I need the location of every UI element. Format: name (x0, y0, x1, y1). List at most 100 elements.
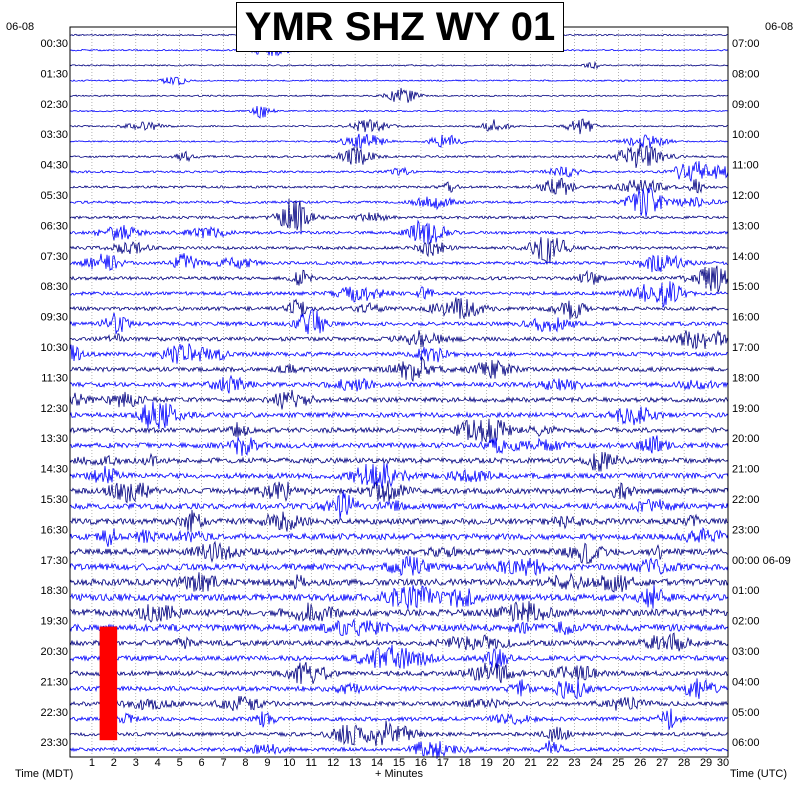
right-time-label: 20:00 (732, 433, 760, 445)
left-time-label: 22:30 (40, 707, 68, 719)
x-tick-label: 25 (612, 757, 624, 769)
plot-frame (69, 26, 729, 758)
left-time-label: 17:30 (40, 555, 68, 567)
right-date-label: 06-08 (765, 21, 793, 33)
x-tick-label: 4 (155, 757, 161, 769)
left-time-label: 08:30 (40, 281, 68, 293)
trace-line (69, 418, 729, 444)
x-tick-label: 30 (717, 757, 729, 769)
trace-line (69, 198, 729, 232)
left-date-label: 06-08 (6, 21, 34, 33)
right-time-label: 04:00 (732, 676, 760, 688)
x-tick-label: 26 (634, 757, 646, 769)
x-tick-label: 9 (264, 757, 270, 769)
x-tick-label: 28 (678, 757, 690, 769)
left-time-label: 04:30 (40, 160, 68, 172)
x-tick-label: 18 (459, 757, 471, 769)
left-time-label: 16:30 (40, 524, 68, 536)
x-tick-label: 16 (415, 757, 427, 769)
x-tick-label: 10 (283, 757, 295, 769)
right-time-label: 22:00 (732, 494, 760, 506)
trace-line (69, 253, 729, 273)
left-time-label: 00:30 (40, 38, 68, 50)
x-tick-label: 15 (393, 757, 405, 769)
trace-line (69, 297, 729, 320)
x-tick-label: 5 (177, 757, 183, 769)
trace-line (69, 451, 729, 472)
right-time-label: 15:00 (732, 281, 760, 293)
left-time-labels: 00:30 01:30 02:30 03:30 04:30 05:30 06:30 07:30… (40, 38, 68, 749)
left-time-label: 13:30 (40, 433, 68, 445)
x-tick-label: 23 (568, 757, 580, 769)
x-axis-label: + Minutes (375, 768, 423, 780)
right-time-label: 13:00 (732, 220, 760, 232)
x-tick-label: 20 (503, 757, 515, 769)
right-time-label: 01:00 (732, 585, 760, 597)
left-time-label: 07:30 (40, 251, 68, 263)
trace-line (69, 555, 729, 577)
left-time-label: 06:30 (40, 220, 68, 232)
minute-gridlines (91, 27, 707, 757)
left-time-label: 19:30 (40, 616, 68, 628)
x-tick-label: 21 (524, 757, 536, 769)
trace-line (69, 177, 729, 195)
right-time-label: 02:00 (732, 616, 760, 628)
left-time-label: 12:30 (40, 403, 68, 415)
right-time-label: 23:00 (732, 524, 760, 536)
right-time-label: 03:00 (732, 646, 760, 658)
x-tick-label: 14 (371, 757, 383, 769)
left-time-label: 23:30 (40, 737, 68, 749)
trace-line (69, 143, 729, 168)
right-time-label: 19:00 (732, 403, 760, 415)
x-tick-label: 13 (349, 757, 361, 769)
title-box: YMR SHZ WY 01 (236, 2, 564, 52)
x-tick-label: 27 (656, 757, 668, 769)
left-time-label: 21:30 (40, 676, 68, 688)
x-tick-label: 8 (242, 757, 248, 769)
right-time-label: 17:00 (732, 342, 760, 354)
trace-line (69, 632, 729, 652)
left-axis-label: Time (MDT) (15, 768, 73, 780)
trace-line (69, 463, 729, 490)
right-time-label: 06:00 (732, 737, 760, 749)
x-tick-label: 3 (133, 757, 139, 769)
x-tick-label: 12 (327, 757, 339, 769)
x-tick-label: 19 (481, 757, 493, 769)
right-time-label: 14:00 (732, 251, 760, 263)
left-time-label: 14:30 (40, 464, 68, 476)
x-tick-label: 1 (89, 757, 95, 769)
left-time-label: 01:30 (40, 68, 68, 80)
x-tick-label: 22 (546, 757, 558, 769)
left-time-label: 03:30 (40, 129, 68, 141)
right-time-label: 18:00 (732, 372, 760, 384)
right-time-label: 09:00 (732, 99, 760, 111)
right-axis-label: Time (UTC) (730, 768, 787, 780)
right-time-label: 00:00 06-09 (732, 555, 791, 567)
right-time-label: 05:00 (732, 707, 760, 719)
right-time-label: 16:00 (732, 312, 760, 324)
right-time-label: 10:00 (732, 129, 760, 141)
x-tick-label: 11 (306, 757, 317, 769)
event-highlight-bar (99, 626, 118, 741)
left-time-label: 11:30 (41, 372, 68, 384)
right-time-label: 11:00 (732, 160, 759, 172)
left-time-label: 20:30 (40, 646, 68, 658)
right-time-label: 21:00 (732, 464, 760, 476)
trace-line (69, 720, 729, 747)
left-time-label: 15:30 (40, 494, 68, 506)
trace-line (69, 601, 729, 623)
x-tick-label: 7 (220, 757, 226, 769)
x-tick-label: 29 (700, 757, 712, 769)
left-time-label: 05:30 (40, 190, 68, 202)
right-time-label: 08:00 (732, 68, 760, 80)
trace-line (69, 60, 729, 70)
right-time-label: 07:00 (732, 38, 760, 50)
chart-title: YMR SHZ WY 01 (244, 4, 556, 49)
trace-line (69, 540, 729, 565)
trace-line (69, 265, 729, 293)
left-time-label: 09:30 (40, 312, 68, 324)
x-tick-label: 2 (111, 757, 117, 769)
trace-line (69, 237, 728, 265)
x-axis-ticks: 1 2 3 4 5 6 7 8 9 10 11 12 13 14 15 16 17 18 19 20 21 22 23 24 2… (89, 757, 729, 769)
